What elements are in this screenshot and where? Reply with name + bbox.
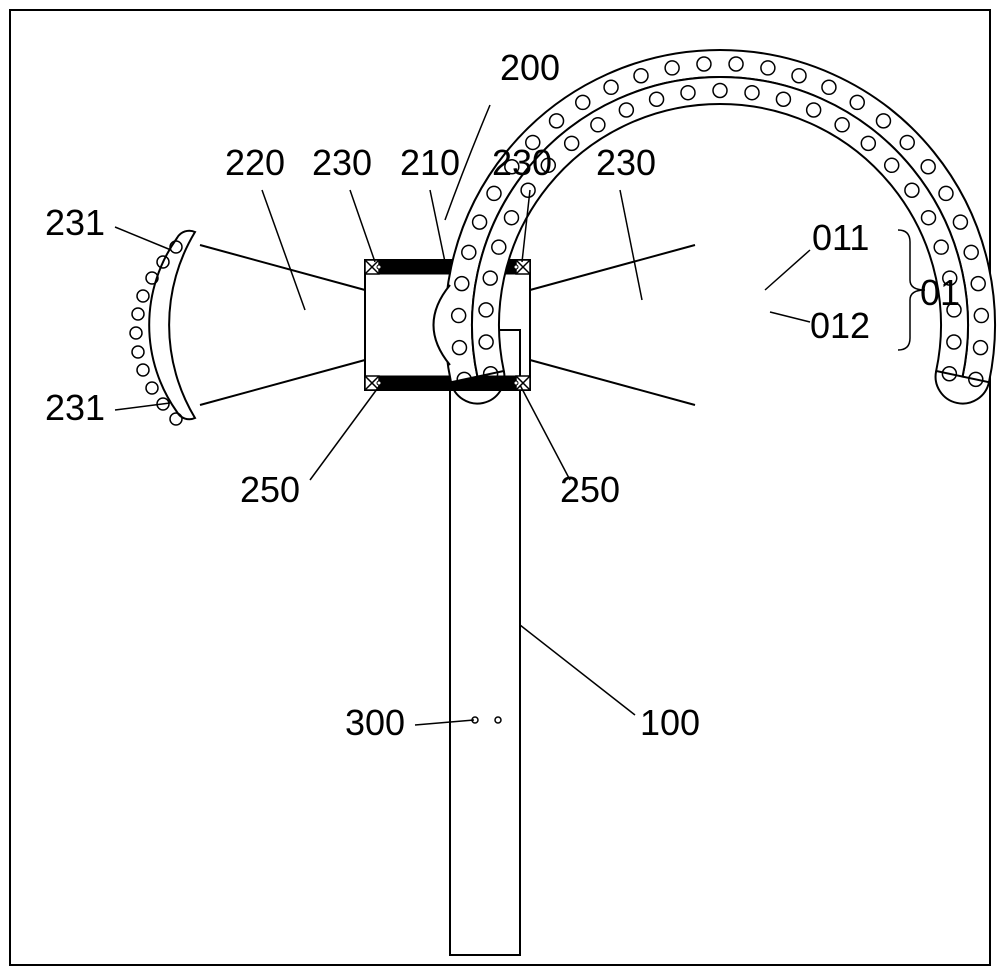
pin: [377, 265, 381, 269]
left-wing: [149, 231, 195, 419]
leader-line: [620, 190, 642, 300]
leader-line: [310, 385, 380, 480]
leader-line: [770, 312, 810, 322]
ref-label: 011: [812, 217, 869, 258]
ref-label: 200: [500, 47, 560, 88]
ref-label: 250: [560, 469, 620, 510]
ref-label: 220: [225, 142, 285, 183]
leader-line: [115, 227, 171, 250]
leader-line: [350, 190, 375, 262]
wing-hole: [132, 308, 144, 320]
ref-label: 230: [596, 142, 656, 183]
brace: [898, 230, 925, 350]
pin: [514, 265, 518, 269]
wing-hole: [146, 382, 158, 394]
ref-label: 300: [345, 702, 405, 743]
left-arm: [200, 245, 365, 405]
vertical-shaft: [450, 330, 520, 955]
leader-line: [430, 190, 445, 262]
leader-line: [115, 403, 170, 410]
leader-line: [765, 250, 810, 290]
ref-label: 231: [45, 202, 105, 243]
pin: [514, 381, 518, 385]
technical-figure: 200 220 230 210 230 230 231 231 250 250 011 012 01 30…: [0, 0, 1000, 975]
ref-label: 100: [640, 702, 700, 743]
ref-label: 012: [810, 305, 870, 346]
ref-label: 231: [45, 387, 105, 428]
ring-arm-joint: [434, 285, 451, 365]
ref-label: 230: [492, 142, 552, 183]
ref-label: 210: [400, 142, 460, 183]
ref-label: 250: [240, 469, 300, 510]
wing-hole: [132, 346, 144, 358]
right-arm: [530, 245, 695, 405]
wing-hole: [170, 413, 182, 425]
leader-line: [262, 190, 305, 310]
leader-line: [520, 385, 570, 480]
wing-hole: [130, 327, 142, 339]
wing-hole: [137, 364, 149, 376]
pin: [377, 381, 381, 385]
wing-hole: [137, 290, 149, 302]
ref-label: 01: [920, 272, 960, 313]
ref-label: 230: [312, 142, 372, 183]
leader-line: [520, 625, 635, 715]
